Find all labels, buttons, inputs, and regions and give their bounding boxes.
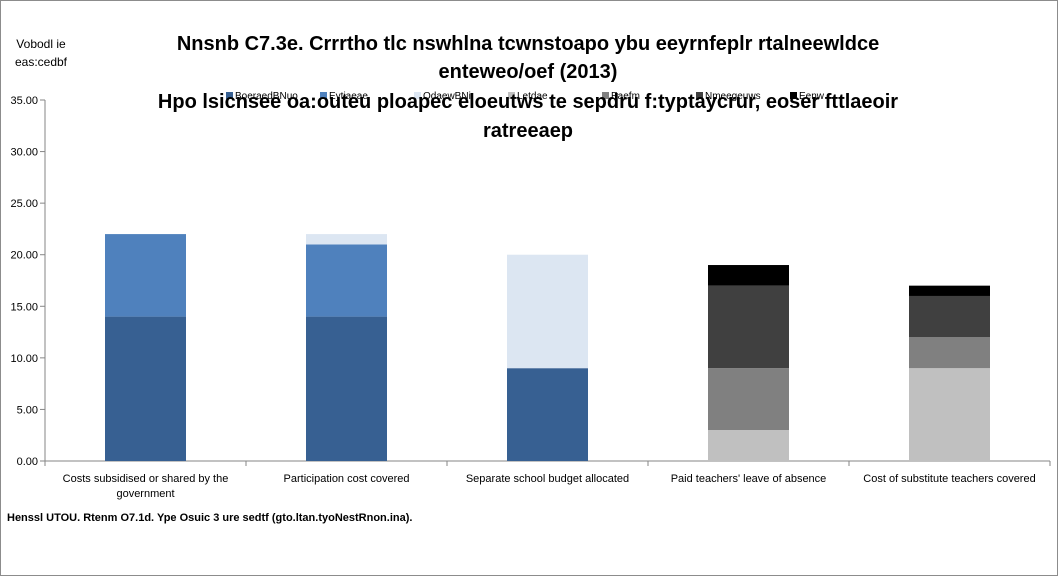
bar-segment — [909, 295, 990, 338]
chart-title-line: Hpo lsicnsee oa:outeu ploapec eloeutws t… — [158, 91, 898, 113]
x-category-label: Costs subsidised or shared by the governm… — [63, 473, 229, 500]
legend-label: BoeraedBNuo — [235, 91, 298, 102]
bar-segment — [105, 234, 186, 317]
y-tick-label: 25.00 — [10, 198, 38, 210]
legend-swatch — [320, 92, 327, 99]
chart-title: Nnsnb C7.3e. Crrrtho tlc nswhlna tcwnsto… — [158, 33, 898, 142]
bar-segment — [105, 316, 186, 461]
bars — [105, 234, 990, 461]
x-category-label-line: Cost of substitute teachers covered — [863, 473, 1035, 485]
legend: BoeraedBNuo Eytiaeae OdaewBNi Letdae Eaefm Nm… — [226, 91, 825, 102]
y-tick-label: 15.00 — [10, 301, 38, 313]
chart-title-line: enteweo/oef (2013) — [439, 61, 618, 83]
bar-segment — [306, 244, 387, 317]
bar-segment — [909, 337, 990, 369]
y-tick-label: 5.00 — [17, 404, 38, 416]
legend-label: Letdae — [517, 91, 548, 102]
legend-swatch — [602, 92, 609, 99]
legend-swatch — [508, 92, 515, 99]
legend-label: Eaefm — [611, 91, 640, 102]
x-category-label-line: Separate school budget allocated — [466, 473, 629, 485]
chart-title-line: ratreeaep — [483, 120, 573, 142]
legend-label: Eenw — [799, 91, 825, 102]
x-category-label: Cost of substitute teachers covered — [863, 473, 1035, 485]
bar-segment — [708, 430, 789, 461]
y-axis-label-line: eas:cedbf — [15, 55, 68, 69]
source-note: Henssl UTOU. Rtenm O7.1d. Ype Osuic 3 ur… — [7, 512, 413, 524]
y-tick-label: 10.00 — [10, 353, 38, 365]
chart-title-line: Nnsnb C7.3e. Crrrtho tlc nswhlna tcwnsto… — [177, 33, 879, 55]
x-category-label-line: government — [116, 488, 174, 500]
bar-segment — [708, 285, 789, 369]
bar-segment — [708, 265, 789, 286]
x-category-label: Separate school budget allocated — [466, 473, 629, 485]
y-tick-label: 35.00 — [10, 95, 38, 107]
bar-segment — [507, 368, 588, 461]
y-tick-label: 30.00 — [10, 147, 38, 159]
x-category-label: Paid teachers' leave of absence — [671, 473, 827, 485]
bar-segment — [306, 316, 387, 461]
x-category-label-line: Costs subsidised or shared by the — [63, 473, 229, 485]
axis-labels: Costs subsidised or shared by the governm… — [15, 37, 1036, 500]
y-axis-label-line: Vobodl ie — [16, 37, 66, 51]
legend-swatch — [226, 92, 233, 99]
legend-swatch — [414, 92, 421, 99]
bar-segment — [306, 234, 387, 245]
legend-swatch — [790, 92, 797, 99]
bar-segment — [507, 254, 588, 369]
axes: 0.00 5.00 10.00 15.00 20.00 25.00 30.00 35.00 — [10, 95, 1051, 468]
y-tick-label: 0.00 — [17, 456, 38, 468]
x-category-label-line: Participation cost covered — [284, 473, 410, 485]
legend-label: Nmeegeuws — [705, 91, 761, 102]
bar-segment — [909, 285, 990, 296]
bar-segment — [708, 368, 789, 431]
y-tick-label: 20.00 — [10, 250, 38, 262]
legend-label: OdaewBNi — [423, 91, 471, 102]
bar-segment — [909, 368, 990, 461]
x-category-label-line: Paid teachers' leave of absence — [671, 473, 827, 485]
x-category-label: Participation cost covered — [284, 473, 410, 485]
legend-swatch — [696, 92, 703, 99]
y-axis-label: Vobodl ie eas:cedbf — [15, 37, 68, 69]
legend-label: Eytiaeae — [329, 91, 368, 102]
